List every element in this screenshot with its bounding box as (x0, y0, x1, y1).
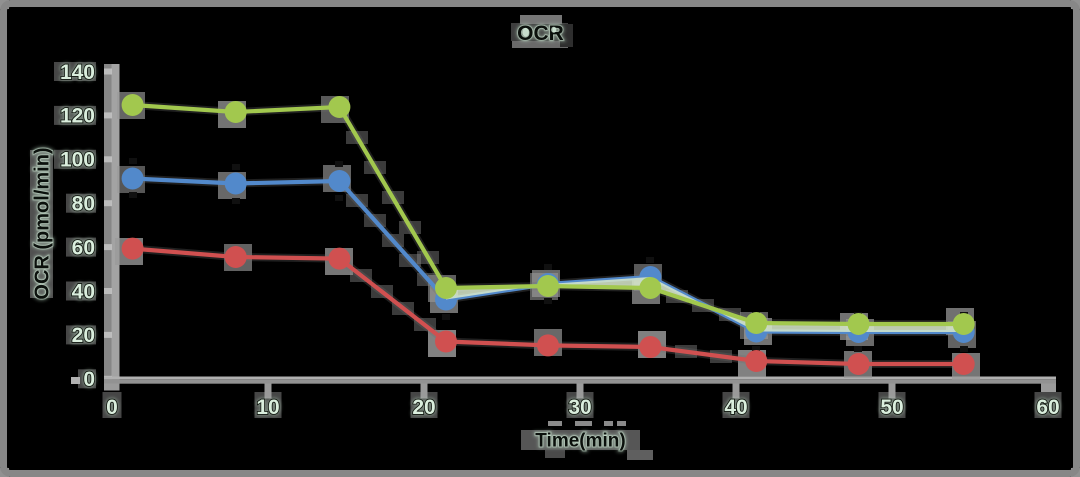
svg-text:OCR (pmol/min): OCR (pmol/min) (32, 147, 54, 299)
svg-text:OCR (pmol/min): OCR (pmol/min) (32, 147, 54, 299)
svg-text:OCR (pmol/min): OCR (pmol/min) (32, 147, 54, 299)
